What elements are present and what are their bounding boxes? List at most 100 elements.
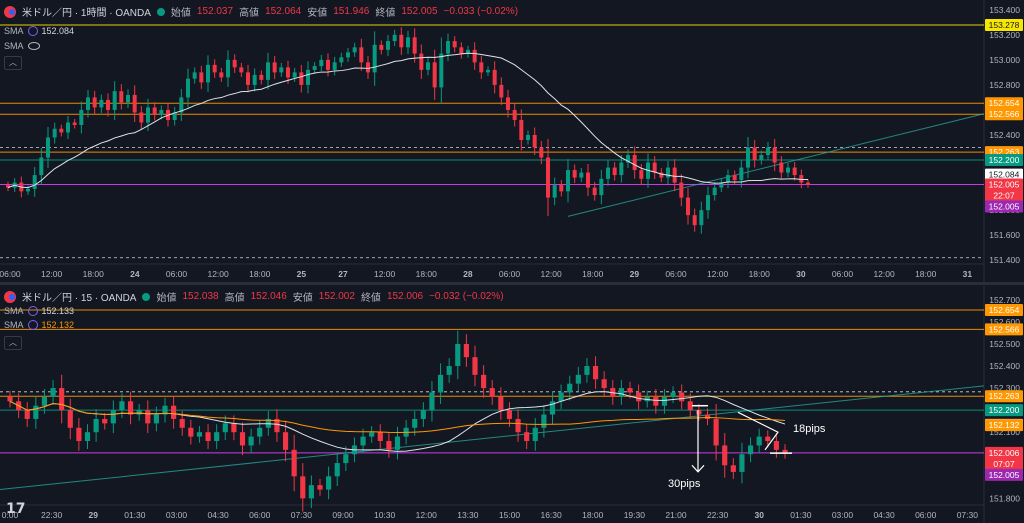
candle-body bbox=[317, 485, 323, 490]
candle-body bbox=[713, 418, 719, 446]
candle-body bbox=[50, 388, 56, 397]
annotation-18pips: 18pips bbox=[793, 423, 826, 435]
collapse-button[interactable]: ︿ bbox=[4, 56, 22, 70]
time-tick-label: 12:00 bbox=[416, 510, 438, 520]
candle-body bbox=[136, 410, 142, 415]
hourly-chart-svg[interactable]: 153.400153.200153.000152.800152.600152.4… bbox=[0, 0, 1024, 282]
high-value: 152.064 bbox=[265, 6, 302, 17]
candle-body bbox=[372, 44, 377, 73]
symbol-title[interactable]: 米ドル／円 · 1時間 · OANDA bbox=[22, 8, 151, 19]
candle-body bbox=[326, 59, 330, 70]
sma-label: SMA bbox=[4, 306, 24, 316]
15min-chart-pane[interactable]: 152.700152.600152.500152.400152.300152.2… bbox=[0, 285, 1024, 523]
candle-body bbox=[257, 427, 263, 437]
candle-body bbox=[558, 392, 564, 402]
time-tick-label: 13:30 bbox=[457, 510, 479, 520]
candle-body bbox=[86, 97, 90, 110]
candle-body bbox=[219, 72, 224, 78]
time-tick-label: 27 bbox=[338, 269, 348, 279]
candle-body bbox=[463, 343, 469, 358]
market-status-icon bbox=[142, 292, 151, 301]
sma-row-1[interactable]: SMA 152.133 bbox=[4, 306, 74, 316]
price-label-text: 152.263 bbox=[989, 391, 1020, 401]
candle-body bbox=[206, 64, 210, 83]
candle-body bbox=[806, 182, 810, 185]
candle-body bbox=[126, 94, 130, 103]
candle-body bbox=[722, 445, 728, 466]
candle-body bbox=[106, 99, 110, 110]
candle-body bbox=[146, 107, 150, 123]
time-tick-label: 19:30 bbox=[624, 510, 646, 520]
price-tick-label: 153.400 bbox=[989, 5, 1020, 15]
candle-body bbox=[162, 405, 168, 415]
time-tick-label: 31 bbox=[963, 269, 973, 279]
price-tick-label: 153.200 bbox=[989, 30, 1020, 40]
candle-body bbox=[291, 449, 297, 477]
candle-body bbox=[526, 135, 530, 141]
candle-body bbox=[679, 182, 684, 198]
price-label-badge bbox=[985, 168, 1023, 181]
candle-body bbox=[626, 155, 630, 163]
time-tick-label: 03:00 bbox=[166, 510, 188, 520]
hourly-legend: 米ドル／円 · 1時間 · OANDA 始値 152.037 高値 152.064 … bbox=[4, 4, 518, 19]
candle-body bbox=[127, 401, 134, 415]
symbol-title[interactable]: 米ドル／円 · 15 · OANDA bbox=[22, 293, 137, 304]
candle-body bbox=[232, 59, 237, 68]
candle-body bbox=[152, 107, 157, 115]
hidden-eye-icon[interactable] bbox=[27, 42, 40, 50]
price-label-text: 152.084 bbox=[989, 170, 1020, 180]
candle-body bbox=[377, 432, 383, 442]
candle-body bbox=[352, 47, 357, 53]
time-tick-label: 06:00 bbox=[915, 510, 937, 520]
settings-icon[interactable] bbox=[27, 320, 38, 330]
low-value: 151.946 bbox=[333, 6, 370, 17]
sma-row-2[interactable]: SMA bbox=[4, 41, 40, 51]
arrowhead bbox=[691, 464, 705, 473]
candle-body bbox=[292, 72, 297, 78]
settings-icon[interactable] bbox=[27, 26, 38, 36]
candle-body bbox=[687, 401, 693, 411]
candle-body bbox=[592, 187, 597, 196]
sma-row-1[interactable]: SMA 152.084 bbox=[4, 26, 74, 36]
open-value: 152.037 bbox=[196, 6, 234, 17]
candle-body bbox=[186, 78, 190, 98]
time-tick-label: 07:30 bbox=[957, 510, 979, 520]
time-tick-label: 22:30 bbox=[41, 510, 63, 520]
candle-body bbox=[492, 69, 497, 85]
pane-divider[interactable] bbox=[0, 282, 1024, 285]
hourly-chart-pane[interactable]: 153.400153.200153.000152.800152.600152.4… bbox=[0, 0, 1024, 282]
settings-icon[interactable] bbox=[27, 306, 38, 316]
candle-body bbox=[459, 47, 464, 54]
candle-body bbox=[205, 432, 211, 442]
tradingview-logo-icon[interactable]: 𝟭𝟳 bbox=[6, 500, 26, 516]
candle-body bbox=[486, 69, 490, 73]
symbol-logo-icon bbox=[4, 290, 16, 303]
price-label-text: 152.566 bbox=[989, 109, 1020, 119]
candle-body bbox=[524, 432, 530, 442]
candle-body bbox=[392, 34, 397, 42]
price-label-text: 152.200 bbox=[989, 155, 1020, 165]
candle-body bbox=[746, 147, 750, 168]
candle-body bbox=[765, 436, 771, 442]
close-value: 152.006 bbox=[386, 291, 424, 302]
time-tick-label: 07:30 bbox=[291, 510, 313, 520]
sma-row-2[interactable]: SMA 152.132 bbox=[4, 320, 74, 330]
collapse-button[interactable]: ︿ bbox=[4, 336, 22, 350]
candle-body bbox=[439, 53, 444, 88]
time-tick-label: 12:00 bbox=[41, 269, 63, 279]
time-tick-label: 30 bbox=[754, 510, 764, 520]
candle-body bbox=[359, 47, 364, 63]
symbol-logo-icon bbox=[4, 5, 16, 18]
candle-body bbox=[726, 175, 730, 183]
candle-body bbox=[272, 62, 277, 73]
candle-body bbox=[99, 99, 104, 108]
candle-body bbox=[339, 57, 344, 63]
15min-chart-svg[interactable]: 152.700152.600152.500152.400152.300152.2… bbox=[0, 285, 1024, 523]
candle-body bbox=[312, 66, 317, 70]
time-tick-label: 01:30 bbox=[790, 510, 812, 520]
time-tick-label: 29 bbox=[89, 510, 99, 520]
candle-body bbox=[499, 84, 504, 98]
time-tick-label: 09:00 bbox=[332, 510, 354, 520]
candle-body bbox=[212, 64, 217, 73]
high-label: 高値 bbox=[239, 8, 260, 19]
